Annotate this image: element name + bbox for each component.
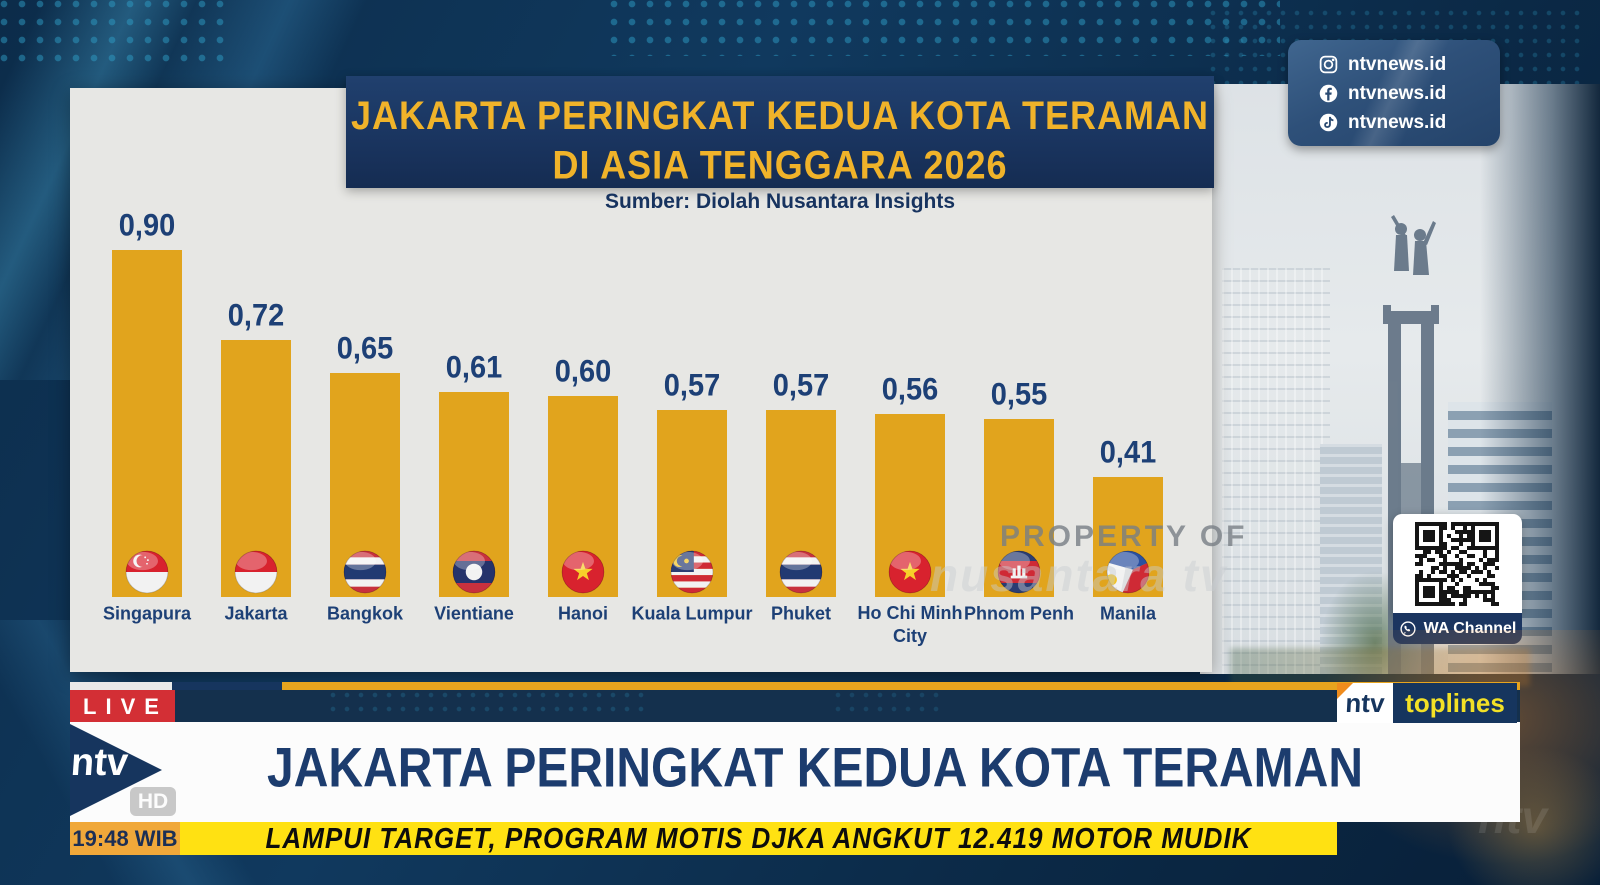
- singapore-flag-icon: [125, 550, 169, 594]
- toplines-badge-white: [1337, 683, 1393, 723]
- navy-band-dots: [330, 692, 650, 720]
- bg-dots-topcenter: [610, 0, 1280, 56]
- facebook-icon: [1319, 84, 1338, 103]
- ntv-logo-text: ntv: [69, 741, 130, 785]
- bar-value-bangkok: 0,65: [336, 331, 394, 367]
- qr-card: [1393, 514, 1522, 613]
- thailand-flag-icon: [779, 550, 823, 594]
- bar-category-phnom-penh: Phnom Penh: [963, 602, 1074, 624]
- bar-value-manila: 0,41: [1099, 435, 1157, 471]
- chart-title-line1: JAKARTA PERINGKAT KEDUA KOTA TERAMAN: [351, 92, 1209, 138]
- time-display: 19:48 WIB: [70, 822, 180, 855]
- lower-third-strip-navy: [172, 682, 282, 691]
- bar-category-manila: Manila: [1099, 602, 1156, 624]
- bar-singapura: [112, 250, 182, 597]
- tiktok-handle: ntvnews.id: [1348, 111, 1447, 133]
- bar-category-ho-chi-minh-city: Ho Chi Minh City: [857, 601, 963, 647]
- social-row-tiktok: ntvnews.id: [1288, 108, 1500, 137]
- lower-third-navy-band: [70, 690, 1520, 722]
- property-of-watermark: PROPERTY OF: [1000, 520, 1248, 553]
- bar-value-hanoi: 0,60: [554, 354, 612, 390]
- bg-dots-topleft: [0, 0, 230, 62]
- instagram-handle: ntvnews.id: [1348, 53, 1447, 75]
- malaysia-flag-icon: [670, 550, 714, 594]
- hd-badge: HD: [130, 787, 176, 816]
- toplines-label: toplines: [1393, 683, 1517, 723]
- bg-blur-strip: [1230, 648, 1530, 686]
- bar-category-bangkok: Bangkok: [326, 602, 404, 624]
- title-banner: JAKARTA PERINGKAT KEDUA KOTA TERAMAN DI …: [346, 76, 1214, 188]
- qr-code: [1415, 522, 1499, 606]
- indonesia-flag-icon: [234, 550, 278, 594]
- ticker-text: LAMPUI TARGET, PROGRAM MOTIS DJKA ANGKUT…: [265, 821, 1252, 855]
- social-row-instagram: ntvnews.id: [1288, 50, 1500, 79]
- bar-category-phuket: Phuket: [770, 602, 831, 624]
- wa-channel-bar: WA Channel: [1393, 613, 1522, 644]
- bar-category-jakarta: Jakarta: [224, 602, 288, 624]
- bar-value-singapura: 0,90: [118, 208, 176, 244]
- chart-source: Sumber: Diolah Nusantara Insights: [604, 190, 956, 213]
- facebook-handle: ntvnews.id: [1348, 82, 1447, 104]
- philippines-flag-icon: [1106, 550, 1150, 594]
- chart-title: JAKARTA PERINGKAT KEDUA KOTA TERAMAN DI …: [346, 76, 1214, 189]
- bar-value-vientiane: 0,61: [445, 350, 503, 386]
- vietnam-flag-icon: [888, 550, 932, 594]
- tiktok-icon: [1319, 113, 1338, 132]
- lower-third-strip-white: [70, 682, 172, 691]
- toplines-ntv-text: ntv: [1344, 688, 1386, 718]
- headline-text: JAKARTA PERINGKAT KEDUA KOTA TERAMAN: [267, 737, 1363, 800]
- whatsapp-icon: [1400, 620, 1416, 637]
- social-row-facebook: ntvnews.id: [1288, 79, 1500, 108]
- bar-value-phuket: 0,57: [772, 368, 830, 404]
- bar-value-ho-chi-minh-city: 0,56: [881, 372, 939, 408]
- navy-band-dots-2: [835, 692, 945, 720]
- cambodia-flag-icon: [997, 550, 1041, 594]
- wa-channel-label: WA Channel: [1423, 619, 1517, 637]
- instagram-icon: [1319, 55, 1338, 74]
- bar-chart: 0,90 Singapura 0,72 Jakarta 0,65 Bangkok 0,61 V…: [70, 88, 1212, 672]
- headline-band: [70, 722, 1520, 822]
- corner-ntv-watermark: ntv: [1478, 791, 1547, 843]
- social-media-panel: ntvnews.id ntvnews.id ntvnews.id: [1288, 40, 1500, 146]
- laos-flag-icon: [452, 550, 496, 594]
- thailand-flag-icon: [343, 550, 387, 594]
- bar-category-hanoi: Hanoi: [557, 602, 608, 624]
- bar-category-kuala-lumpur: Kuala Lumpur: [631, 602, 753, 624]
- bar-category-singapura: Singapura: [102, 602, 191, 624]
- bar-value-kuala-lumpur: 0,57: [663, 368, 721, 404]
- vietnam-flag-icon: [561, 550, 605, 594]
- live-badge: LIVE: [70, 690, 175, 722]
- bar-category-vientiane: Vientiane: [434, 602, 514, 624]
- nusantara-tv-watermark: nusantara tv: [930, 549, 1228, 601]
- ticker-bar: LAMPUI TARGET, PROGRAM MOTIS DJKA ANGKUT…: [180, 821, 1337, 855]
- bar-value-phnom-penh: 0,55: [990, 377, 1048, 413]
- chart-title-line2: DI ASIA TENGGARA 2026: [552, 142, 1008, 188]
- lower-third-strip-gold: [282, 682, 1520, 691]
- bar-value-jakarta: 0,72: [227, 298, 285, 334]
